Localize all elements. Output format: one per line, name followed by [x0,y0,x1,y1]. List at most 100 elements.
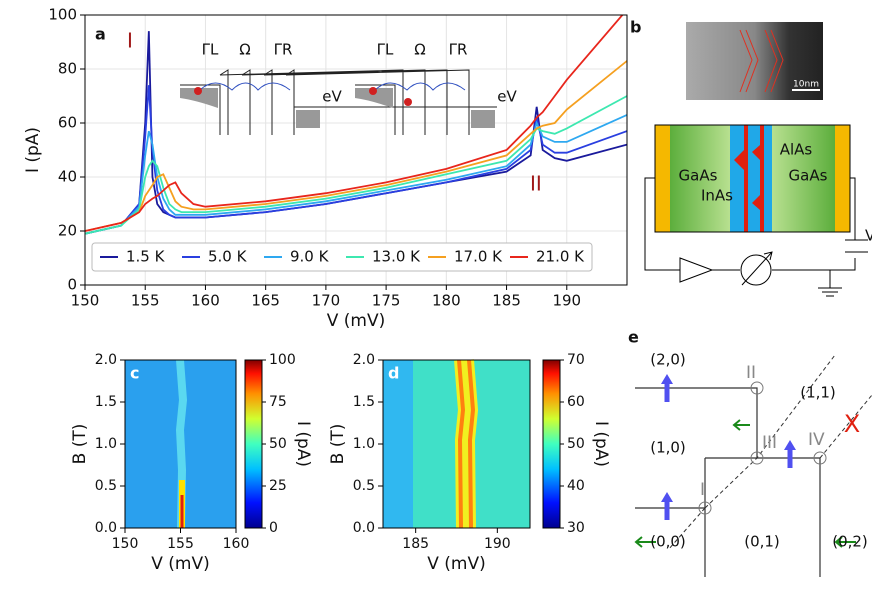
inset-label: Ω [414,41,425,59]
y-tick-label: 1.0 [353,436,375,452]
x-tick-label: 155 [167,536,194,552]
amplifier [679,257,714,283]
colorbar-title: I (pA) [591,421,611,467]
circuit [644,177,868,297]
ridge [454,359,479,529]
x-tick-label: 170 [312,292,341,310]
x-tick-label: 175 [372,292,401,310]
colorbar-label: 40 [567,478,585,494]
line [85,15,624,232]
colorbar-label: 30 [567,520,585,536]
x-tick-label: 185 [492,292,521,310]
inset-label: Ω [239,41,250,59]
y-tick-label: 40 [58,168,77,186]
y-tick-label: 0.0 [95,520,117,536]
dot [734,145,760,210]
colorbar-label: 70 [567,352,585,368]
y-axis-label: I (pA) [23,127,43,173]
y-tick-label: 0.5 [95,478,117,494]
y-axis-label: B (T) [328,424,348,465]
point-label: II [746,363,756,383]
inset-label: eV [322,88,342,106]
plot-area [85,15,627,235]
colorbar-label: 100 [269,352,296,368]
y-axis-label: B (T) [70,424,90,465]
dashed-line [667,354,872,551]
panel-label: c [130,364,139,383]
x-tick-label: 160 [223,536,250,552]
colorbar-label: 25 [269,478,287,494]
colorbar-label: 50 [567,436,585,452]
point [813,451,827,465]
barrier-outline [739,29,784,93]
x-tick-label: 190 [484,536,511,552]
legend [91,242,593,272]
layer-label: GaAs [789,167,828,185]
annotation: II [530,172,542,196]
region-label: (0,1) [744,533,780,551]
y-tick-label: 0.5 [353,478,375,494]
point-label: IV [808,430,825,450]
y-tick-label: 20 [58,222,77,240]
ammeter-arrow [741,251,773,286]
panel-label: a [95,25,106,44]
region-label: (0,2) [832,533,868,551]
frame [124,359,237,529]
point-label: I [700,480,705,500]
gaas [772,125,835,232]
colorbar-label: 75 [269,394,287,410]
x-tick-label: 160 [191,292,220,310]
line [85,114,627,235]
panel-label: b [630,18,641,37]
x-tick-label: 185 [402,536,429,552]
frame [382,359,531,529]
x-axis-label: V (mV) [427,554,486,574]
scale-label: 10nm [793,80,819,90]
frame [84,14,628,286]
legend-label: 21.0 K [536,248,585,266]
inas [744,125,748,232]
annotation: I [127,29,133,53]
green-arrow [634,419,856,548]
y-tick-label: 1.5 [353,394,375,410]
layer-label: GaAs [679,167,718,185]
region-label: (0,0) [650,533,686,551]
inset-electron [404,98,412,106]
source-label: V [865,227,872,245]
y-tick-label: 0 [67,276,77,294]
y-tick-label: 2.0 [353,352,375,368]
x-tick-label: 150 [71,292,100,310]
colorbar-label: 50 [269,436,287,452]
colorbar-label: 60 [567,394,585,410]
inset-tunnel [374,82,466,91]
colorbar-title: I (pA) [293,421,313,467]
region-label: (1,1) [800,384,836,402]
point [750,381,764,395]
inset-electron [369,87,377,95]
x-tick-label: 150 [112,536,139,552]
ridge [457,359,476,529]
inset-label: ΓL [202,41,219,59]
gaas [670,125,730,232]
contact [835,125,850,232]
y-tick-label: 60 [58,114,77,132]
y-tick-label: 2.0 [95,352,117,368]
legend-label: 1.5 K [126,248,166,266]
legend-label: 5.0 K [208,248,248,266]
x-axis-label: V (mV) [327,311,386,331]
inset-tunnel [199,82,291,91]
colorbar [542,359,561,529]
inas [760,125,764,232]
x-tick-label: 180 [432,292,461,310]
y-tick-label: 0.0 [353,520,375,536]
legend-label: 9.0 K [290,248,330,266]
region-label: (1,0) [650,439,686,457]
legend-label: 13.0 K [372,248,421,266]
point [750,451,764,465]
legend-label: 17.0 K [454,248,503,266]
y-tick-label: 80 [58,60,77,78]
x-tick-label: 190 [552,292,581,310]
x-axis-label: V (mV) [151,554,210,574]
point [698,501,712,515]
